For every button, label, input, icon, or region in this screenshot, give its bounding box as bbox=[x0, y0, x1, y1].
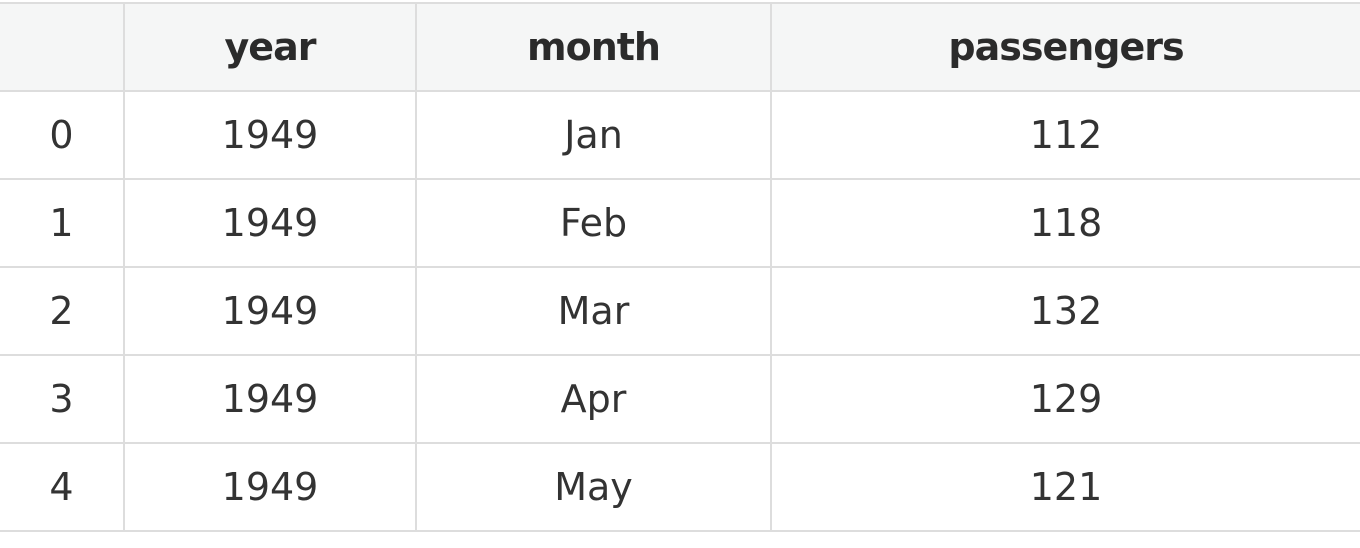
table-row: 4 1949 May 121 bbox=[0, 442, 1360, 532]
row-index: 4 bbox=[0, 442, 125, 532]
table-header: year month passengers bbox=[0, 2, 1360, 92]
cell-year: 1949 bbox=[123, 442, 417, 532]
cell-month: Jan bbox=[415, 90, 772, 180]
cell-year: 1949 bbox=[123, 90, 417, 180]
cell-passengers: 132 bbox=[770, 266, 1360, 356]
cell-passengers: 118 bbox=[770, 178, 1360, 268]
data-table: year month passengers 0 1949 Jan 112 1 1… bbox=[0, 2, 1360, 532]
header-year: year bbox=[123, 2, 417, 92]
row-index: 3 bbox=[0, 354, 125, 444]
cell-passengers: 121 bbox=[770, 442, 1360, 532]
cell-year: 1949 bbox=[123, 178, 417, 268]
table-row: 2 1949 Mar 132 bbox=[0, 266, 1360, 356]
cell-year: 1949 bbox=[123, 266, 417, 356]
table-row: 0 1949 Jan 112 bbox=[0, 90, 1360, 180]
cell-month: Apr bbox=[415, 354, 772, 444]
table-body: 0 1949 Jan 112 1 1949 Feb 118 2 1949 Mar… bbox=[0, 90, 1360, 532]
cell-month: Mar bbox=[415, 266, 772, 356]
cell-passengers: 129 bbox=[770, 354, 1360, 444]
header-index bbox=[0, 2, 125, 92]
row-index: 0 bbox=[0, 90, 125, 180]
cell-year: 1949 bbox=[123, 354, 417, 444]
cell-month: Feb bbox=[415, 178, 772, 268]
table-row: 1 1949 Feb 118 bbox=[0, 178, 1360, 268]
header-passengers: passengers bbox=[770, 2, 1360, 92]
header-month: month bbox=[415, 2, 772, 92]
row-index: 1 bbox=[0, 178, 125, 268]
cell-passengers: 112 bbox=[770, 90, 1360, 180]
table-row: 3 1949 Apr 129 bbox=[0, 354, 1360, 444]
header-row: year month passengers bbox=[0, 2, 1360, 92]
row-index: 2 bbox=[0, 266, 125, 356]
cell-month: May bbox=[415, 442, 772, 532]
